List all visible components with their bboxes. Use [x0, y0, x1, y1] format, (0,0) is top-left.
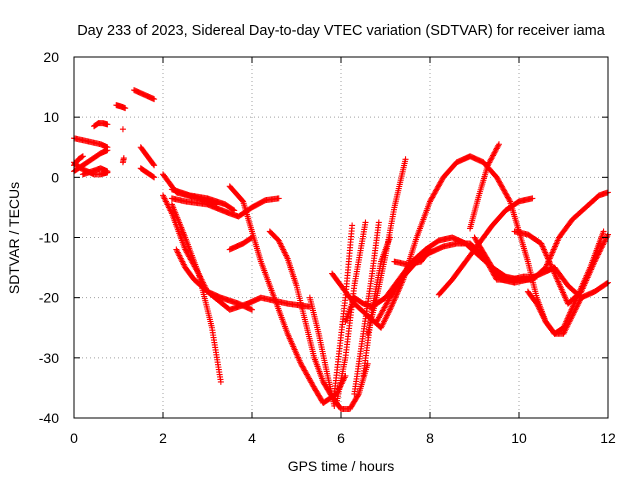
data-point [592, 257, 599, 264]
data-point [594, 252, 601, 259]
y-tick-label: 10 [43, 109, 59, 125]
data-point [495, 142, 502, 149]
data-point [239, 197, 246, 204]
data-point [593, 255, 600, 262]
x-tick-label: 12 [600, 430, 616, 446]
data-point [150, 161, 157, 168]
data-point [355, 392, 362, 399]
x-tick-label: 2 [159, 430, 167, 446]
series-sat-af [435, 195, 536, 298]
series-sat-j [131, 87, 158, 103]
data-point [402, 156, 409, 163]
data-point [600, 228, 607, 235]
data-point [426, 247, 433, 254]
data-point [104, 168, 111, 175]
data-point [602, 237, 609, 244]
series-sat-h [119, 155, 127, 166]
x-tick-label: 0 [70, 430, 78, 446]
y-tick-label: 20 [43, 49, 59, 65]
series-sat-s [226, 183, 349, 406]
grid [74, 57, 608, 418]
data-point [120, 155, 127, 162]
data-point [248, 235, 255, 242]
data-point [427, 246, 433, 253]
data-point [79, 153, 86, 160]
data-point [597, 247, 604, 254]
series-sat-r [168, 186, 238, 214]
data-point [349, 222, 356, 229]
y-tick-label: -40 [39, 410, 59, 426]
series-sat-x [333, 219, 369, 406]
series-sat-ae [391, 246, 433, 268]
y-tick-label: -20 [39, 290, 59, 306]
data-point [249, 306, 255, 313]
series-sat-y [351, 219, 382, 397]
data-point [595, 251, 602, 258]
data-point [230, 206, 237, 213]
series-sat-b [71, 147, 111, 175]
data-point [275, 195, 282, 202]
data-point [598, 244, 605, 251]
x-tick-label: 10 [511, 430, 527, 446]
data-point [591, 258, 598, 265]
data-point [601, 238, 608, 245]
data-point [495, 141, 502, 148]
x-axis-title: GPS time / hours [288, 458, 395, 474]
series-sat-k [137, 144, 158, 169]
x-tick-label: 8 [426, 430, 434, 446]
data-point [600, 240, 607, 247]
x-tick-label: 4 [248, 430, 256, 446]
data-point [151, 96, 158, 103]
data-points [71, 87, 611, 412]
data-point [364, 360, 371, 367]
series-sat-aj [524, 288, 585, 337]
data-point [79, 153, 86, 160]
series-sat-e [79, 165, 111, 178]
data-point [600, 241, 607, 248]
y-tick-label: 0 [51, 169, 59, 185]
data-point [104, 147, 111, 154]
data-point [231, 207, 238, 214]
series-sat-a [71, 135, 111, 151]
data-point [362, 219, 369, 226]
series-sat-ai [511, 228, 611, 307]
data-point [104, 121, 111, 128]
x-tick-label: 6 [337, 430, 345, 446]
data-point [578, 294, 585, 301]
series-sat-t [226, 234, 255, 253]
y-tick-label: -30 [39, 350, 59, 366]
series-sat-q [173, 246, 255, 313]
data-point [119, 126, 126, 133]
series-sat-m [168, 195, 282, 220]
series-sat-ag [467, 141, 502, 232]
data-point [506, 197, 513, 204]
series-sat-i [119, 126, 126, 133]
y-axis-title: SDTVAR / TECUs [6, 182, 22, 294]
data-point [596, 248, 603, 255]
data-point [217, 378, 224, 385]
chart-title: Day 233 of 2023, Sidereal Day-to-day VTE… [77, 23, 606, 39]
data-point [249, 234, 255, 241]
data-point [604, 280, 611, 287]
data-point [331, 402, 338, 409]
data-point [122, 105, 129, 112]
data-point [595, 250, 602, 257]
series-sat-f [91, 120, 111, 130]
data-point [597, 245, 604, 252]
axis-ticks: 0 2 4 6 8 10 12 -40 -30 -20 -10 0 10 20 [39, 49, 616, 446]
data-point [599, 242, 606, 249]
data-point [593, 254, 600, 261]
y-tick-label: -10 [39, 230, 59, 246]
data-point [151, 174, 158, 181]
data-point [375, 219, 382, 226]
series-sat-v [306, 294, 338, 409]
data-point [150, 173, 157, 180]
series-sat-g [113, 102, 129, 112]
series-sat-l [137, 165, 158, 181]
data-point [529, 195, 536, 202]
data-point [151, 162, 158, 169]
